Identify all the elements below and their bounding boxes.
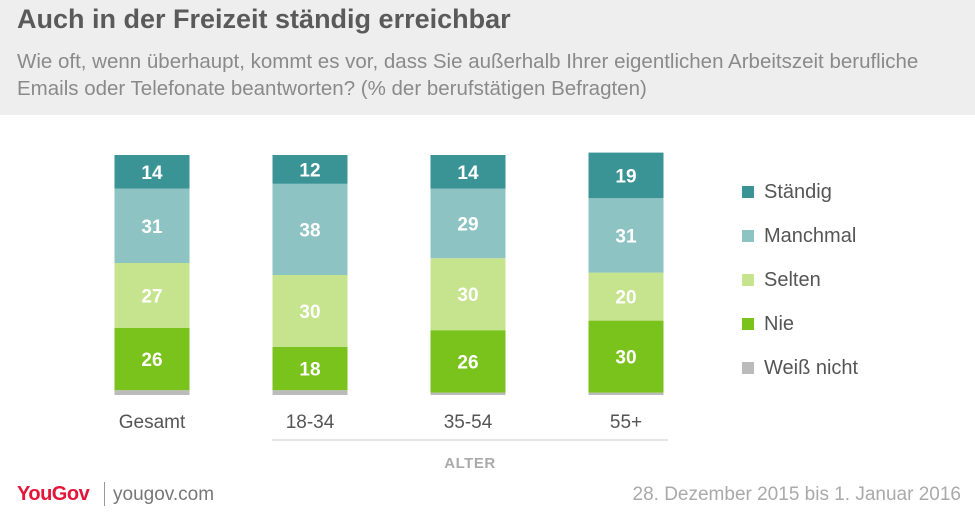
header-band: Auch in der Freizeit ständig erreichbar … [0, 0, 975, 115]
data-label: 30 [457, 285, 478, 306]
data-label: 38 [299, 220, 320, 241]
data-label: 12 [299, 160, 320, 181]
bar-segment-selten [430, 258, 506, 331]
legend-item: Nie [742, 302, 858, 346]
data-label: 26 [141, 350, 162, 371]
chart-subtitle: Wie oft, wenn überhaupt, kommt es vor, d… [17, 50, 919, 100]
data-label: 19 [615, 166, 636, 187]
data-label: 27 [141, 286, 162, 307]
data-label: 30 [299, 302, 320, 323]
data-label: 26 [457, 352, 478, 373]
bar-segment-manchmal [272, 183, 348, 275]
data-label: 14 [457, 163, 479, 184]
bar-segment-selten [114, 263, 190, 328]
data-label: 18 [299, 360, 320, 381]
bar-segment-weiß-nicht [430, 392, 506, 395]
bar-segment-ständig [588, 152, 664, 199]
bar-segment-weiß-nicht [588, 392, 664, 395]
data-label: 20 [615, 288, 636, 309]
data-label: 31 [615, 226, 637, 247]
bar-segment-nie [588, 320, 664, 393]
bar-segment-selten [272, 275, 348, 347]
legend-label: Weiß nicht [764, 356, 859, 379]
legend-label: Selten [764, 268, 821, 291]
bar-segment-ständig [272, 155, 348, 184]
legend-item: Manchmal [742, 214, 858, 258]
legend-swatch [742, 186, 754, 198]
chart-legend: Ständig Manchmal Selten Nie Weiß nicht [742, 170, 858, 390]
category-label: Gesamt [119, 412, 186, 433]
legend-swatch [742, 318, 754, 330]
category-label: 18-34 [286, 412, 335, 433]
bar-segment-nie [430, 330, 506, 393]
chart-title: Auch in der Freizeit ständig erreichbar [17, 4, 511, 34]
legend-swatch [742, 274, 754, 286]
category-label: 55+ [610, 412, 642, 433]
bar-segment-selten [588, 272, 664, 321]
category-label: 35-54 [444, 412, 493, 433]
bar-segment-manchmal [588, 198, 664, 273]
legend-swatch [742, 230, 754, 242]
age-group-label: ALTER [444, 455, 495, 472]
data-label: 30 [615, 348, 636, 369]
bar-segment-nie [272, 347, 348, 391]
legend-item: Ständig [742, 170, 858, 214]
footer-divider [104, 482, 105, 506]
survey-date: 28. Dezember 2015 bis 1. Januar 2016 [632, 484, 962, 505]
legend-item: Selten [742, 258, 858, 302]
data-label: 31 [141, 217, 163, 238]
legend-label: Manchmal [764, 224, 857, 247]
legend-label: Nie [764, 312, 795, 335]
bar-segment-weiß-nicht [114, 390, 190, 395]
yougov-logo: YouGov [17, 483, 90, 505]
footer-website[interactable]: yougov.com [113, 484, 215, 505]
bar-segment-ständig [430, 155, 506, 189]
legend-item: Weiß nicht [742, 346, 858, 390]
data-label: 14 [141, 163, 163, 184]
bar-segment-nie [114, 327, 190, 391]
legend-swatch [742, 362, 754, 374]
bar-segment-weiß-nicht [272, 390, 348, 395]
data-label: 29 [457, 214, 478, 235]
bar-segment-manchmal [114, 188, 190, 263]
bar-segment-manchmal [430, 188, 506, 259]
legend-label: Ständig [764, 180, 832, 203]
bar-segment-ständig [114, 155, 190, 189]
